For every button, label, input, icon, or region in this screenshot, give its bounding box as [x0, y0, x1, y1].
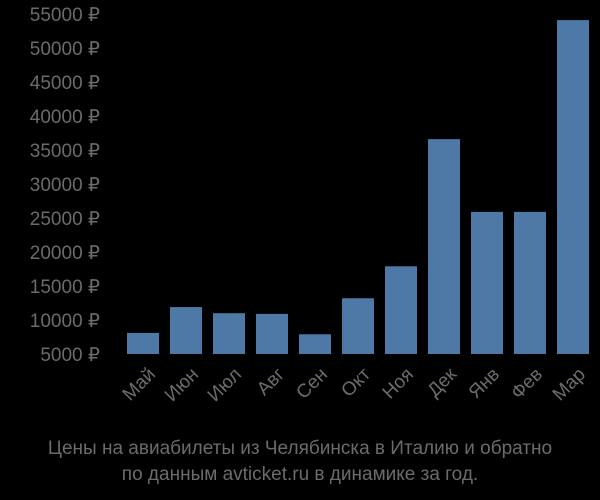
y-axis: 5000 ₽ 10000 ₽ 15000 ₽ 20000 ₽ 25000 ₽ 30000 … [30, 5, 100, 366]
bar-2 [170, 307, 202, 354]
x-tick-label: Окт [337, 364, 375, 402]
y-tick-label: 5000 ₽ [40, 345, 100, 366]
x-tick-label: Дек [424, 364, 462, 402]
x-tick-label: Май [119, 364, 160, 405]
y-tick-label: 20000 ₽ [30, 243, 100, 264]
bar-10 [514, 211, 546, 354]
y-tick-label: 25000 ₽ [30, 209, 100, 230]
bar-5 [299, 334, 331, 354]
x-tick-label: Янв [465, 364, 504, 403]
bar-8 [428, 139, 460, 354]
bar-11 [557, 20, 589, 355]
bar-1 [127, 332, 159, 354]
x-tick-label: Авг [253, 364, 289, 400]
x-tick-label: Мар [549, 364, 590, 405]
x-tick-label: Июл [204, 364, 246, 406]
chart-caption-line-1: Цены на авиабилеты из Челябинска в Итали… [47, 438, 553, 459]
x-tick-label: Сен [292, 364, 331, 403]
x-tick-label: Фев [507, 364, 547, 404]
bar-7 [385, 266, 417, 354]
bar-9 [471, 211, 503, 354]
bar-4 [256, 313, 288, 354]
bar-3 [213, 313, 245, 354]
y-tick-label: 30000 ₽ [30, 175, 100, 196]
y-tick-label: 10000 ₽ [30, 311, 100, 332]
x-axis: Май Июн Июл Авг Сен Окт Ноя Дек Янв Фев Мар [119, 364, 590, 407]
y-tick-label: 50000 ₽ [30, 39, 100, 60]
chart-caption-line-2: по данным avticket.ru в динамике за год. [121, 464, 479, 485]
x-tick-label: Июн [161, 364, 203, 406]
y-tick-label: 55000 ₽ [30, 5, 100, 26]
bar-6 [342, 298, 374, 354]
y-tick-label: 40000 ₽ [30, 107, 100, 128]
y-tick-label: 45000 ₽ [30, 73, 100, 94]
y-tick-label: 35000 ₽ [30, 141, 100, 162]
y-tick-label: 15000 ₽ [30, 277, 100, 298]
x-tick-label: Ноя [379, 364, 418, 403]
bars [127, 20, 589, 355]
